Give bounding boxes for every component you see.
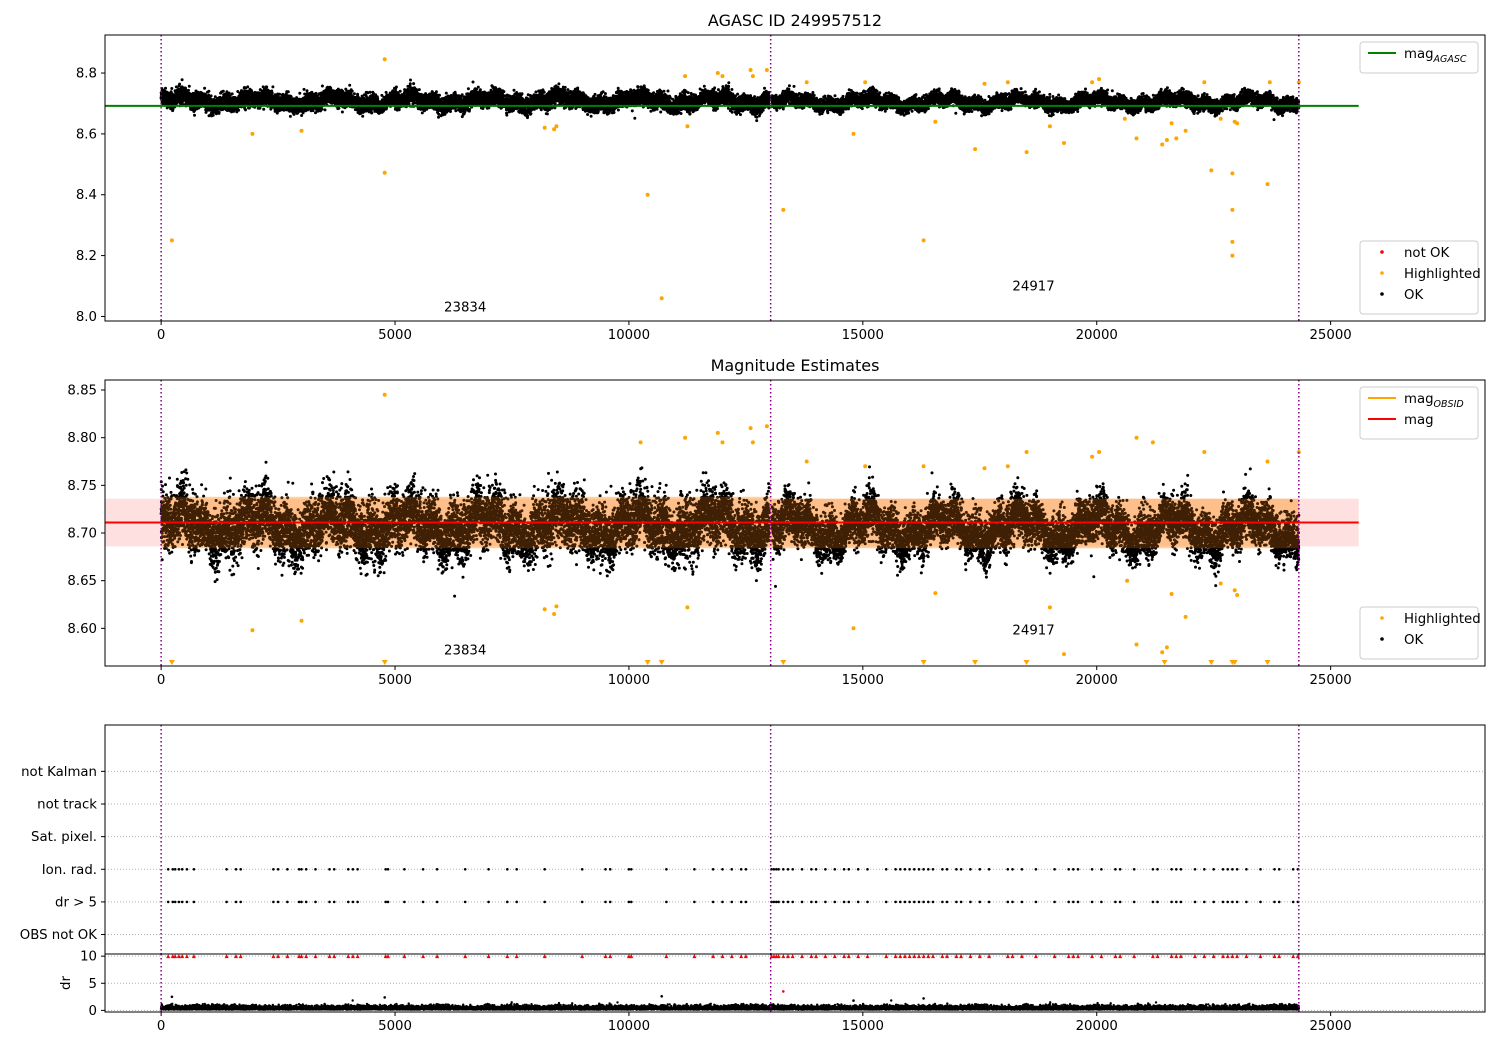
ok-point	[203, 86, 207, 90]
ok-point	[408, 82, 412, 86]
ok-point	[394, 85, 398, 89]
ok-point	[417, 88, 421, 92]
ok-point	[314, 91, 318, 95]
ok-point	[368, 90, 372, 94]
ok-point	[171, 107, 175, 111]
ok-point	[302, 87, 306, 91]
ok-point	[300, 114, 304, 117]
ok-point	[265, 85, 269, 89]
ok-point	[384, 90, 388, 94]
ok-point	[244, 108, 247, 112]
ok-point	[311, 109, 315, 113]
ok-point	[320, 107, 324, 111]
ok-point	[184, 88, 188, 92]
ok-point	[207, 89, 211, 93]
ok-point	[174, 85, 178, 89]
ok-point	[438, 93, 441, 97]
ok-point	[454, 109, 458, 113]
ok-point	[217, 110, 221, 114]
ok-point	[221, 89, 225, 93]
ok-point	[187, 84, 191, 88]
ok-point	[164, 86, 167, 90]
ok-point	[348, 83, 352, 87]
ok-point	[180, 78, 184, 82]
ok-point	[352, 92, 356, 96]
ok-point	[434, 90, 438, 94]
ok-point	[292, 112, 296, 116]
ok-point	[288, 114, 292, 118]
ok-point	[246, 85, 250, 89]
ok-point	[278, 92, 282, 96]
plot-area	[105, 35, 1359, 321]
ok-point	[323, 108, 327, 112]
ok-point	[230, 92, 234, 96]
ok-point	[449, 110, 452, 113]
ok-point	[398, 89, 402, 93]
ok-point	[178, 82, 182, 86]
ok-point	[187, 88, 190, 92]
ok-point	[409, 78, 412, 82]
ok-point	[298, 91, 302, 95]
ok-point	[350, 89, 354, 93]
ok-point	[209, 94, 213, 98]
ok-point	[412, 82, 416, 86]
ok-point	[170, 87, 174, 90]
ok-point	[437, 115, 440, 119]
ok-point	[340, 110, 344, 114]
ok-point	[270, 91, 274, 95]
ok-point	[286, 90, 290, 94]
ok-point	[211, 113, 215, 117]
ok-point	[237, 108, 241, 112]
ok-point	[444, 91, 448, 95]
ok-point	[320, 84, 324, 88]
ok-point	[271, 85, 275, 89]
ok-point	[262, 107, 266, 111]
ok-point	[305, 89, 309, 93]
ok-point	[361, 114, 365, 118]
ok-point	[370, 111, 374, 115]
ok-point	[193, 113, 196, 117]
